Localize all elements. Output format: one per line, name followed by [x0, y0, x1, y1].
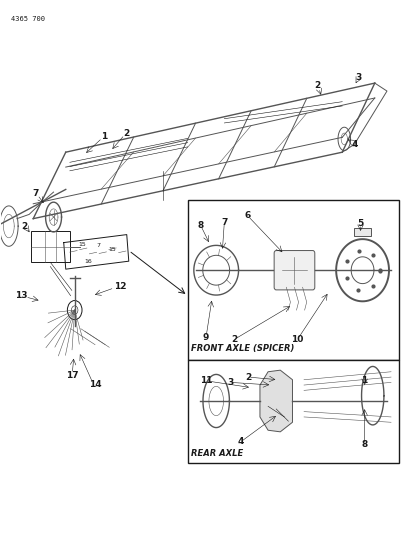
Text: 10: 10 — [291, 335, 304, 344]
Text: 15: 15 — [78, 241, 86, 247]
Text: 9: 9 — [203, 333, 209, 342]
Text: 2: 2 — [21, 222, 27, 231]
Text: 1: 1 — [101, 132, 107, 141]
Circle shape — [71, 306, 78, 314]
Text: 11: 11 — [200, 376, 212, 385]
Text: 3: 3 — [227, 378, 233, 387]
Text: 8: 8 — [197, 221, 204, 230]
Circle shape — [67, 301, 82, 320]
Bar — [188, 360, 399, 463]
Text: 13: 13 — [15, 291, 27, 300]
Text: 7: 7 — [221, 218, 228, 227]
Text: 5: 5 — [357, 220, 364, 229]
Text: 16: 16 — [84, 259, 92, 264]
Text: 14: 14 — [89, 380, 101, 389]
Polygon shape — [260, 370, 293, 432]
Text: 2: 2 — [231, 335, 237, 344]
Text: 3: 3 — [355, 73, 361, 82]
Text: REAR AXLE: REAR AXLE — [191, 449, 243, 458]
Text: 17: 17 — [66, 371, 78, 380]
Text: 2: 2 — [245, 373, 251, 382]
Text: 1: 1 — [361, 376, 368, 385]
Text: 2: 2 — [124, 129, 130, 138]
Text: 6: 6 — [245, 212, 251, 221]
Text: 4: 4 — [351, 140, 358, 149]
Text: 7: 7 — [96, 243, 100, 248]
Text: 2: 2 — [315, 81, 321, 90]
Text: 8: 8 — [361, 440, 368, 449]
Text: 4365 700: 4365 700 — [11, 15, 45, 21]
Bar — [188, 200, 399, 360]
Text: 15: 15 — [109, 247, 116, 252]
Text: 7: 7 — [32, 189, 38, 198]
FancyBboxPatch shape — [274, 251, 315, 290]
Text: FRONT AXLE (SPICER): FRONT AXLE (SPICER) — [191, 344, 294, 353]
Text: 4: 4 — [237, 438, 244, 447]
Bar — [31, 231, 70, 262]
Text: 12: 12 — [114, 282, 127, 291]
Polygon shape — [355, 229, 371, 237]
